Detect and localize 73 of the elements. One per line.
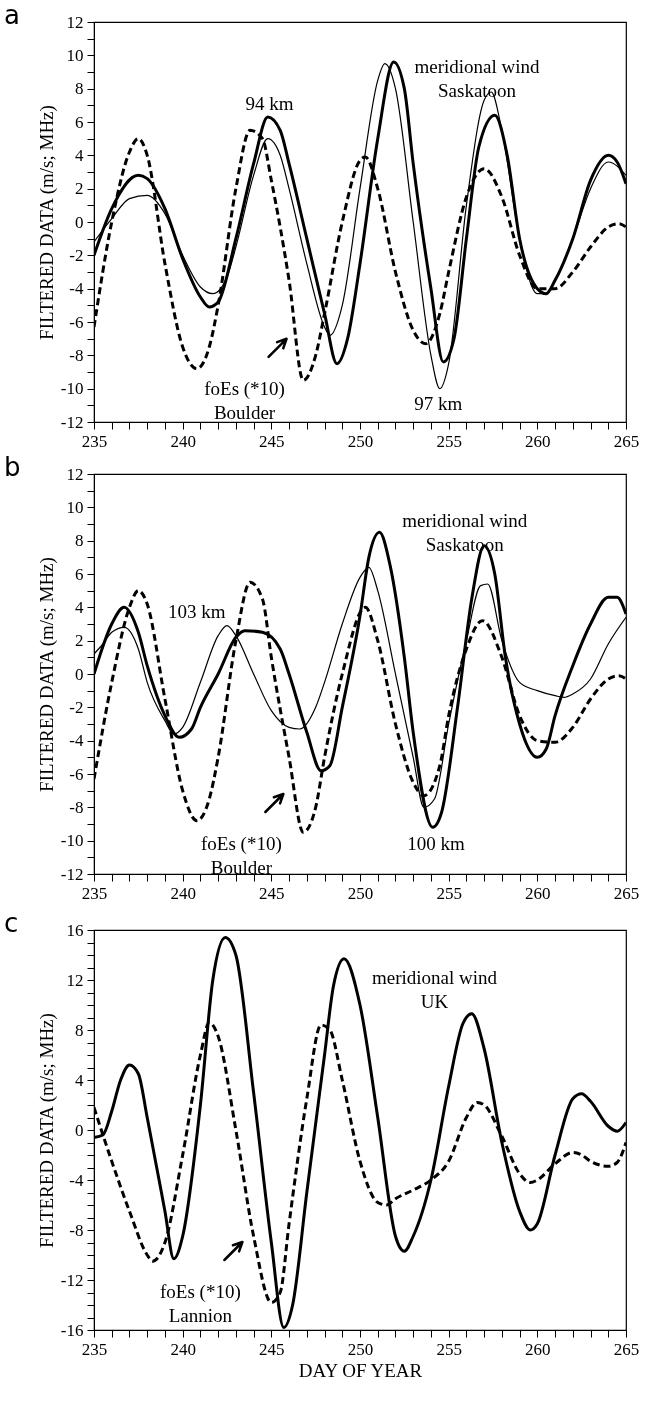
y-tick-label: 2 [75, 631, 84, 651]
y-tick-label: -8 [69, 1220, 84, 1240]
y-tick-label: -4 [69, 731, 84, 751]
y-tick-label: -16 [60, 1320, 84, 1340]
y-tick-label: -4 [69, 279, 84, 299]
y-tick-label: 6 [75, 564, 84, 584]
y-tick-label: 8 [75, 79, 84, 99]
x-tick-label: 265 [613, 883, 640, 903]
y-tick-label: -6 [69, 312, 84, 332]
y-tick-label: 6 [75, 112, 84, 132]
chart-title: a [4, 0, 20, 30]
y-axis-title: FILTERED DATA (m/s; MHz) [35, 557, 58, 792]
x-tick-label: 250 [347, 1339, 374, 1359]
x-tick-label: 235 [81, 883, 108, 903]
y-tick-label: 0 [75, 664, 84, 684]
x-tick-label: 250 [347, 883, 374, 903]
y-tick-label: -8 [69, 797, 84, 817]
x-tick-label: 240 [170, 1339, 196, 1359]
y-axis-title: FILTERED DATA (m/s; MHz) [35, 105, 58, 340]
x-tick-label: 265 [613, 1339, 640, 1359]
annotation: meridional wind Saskatoon [402, 509, 528, 555]
x-axis-title: DAY OF YEAR [298, 1359, 423, 1381]
annotation: meridional wind UK [371, 966, 498, 1012]
y-tick-label: 4 [75, 597, 84, 617]
y-tick-label: 4 [75, 1070, 84, 1090]
chart-title: c [4, 908, 19, 938]
annotation: 100 km [407, 833, 466, 854]
y-tick-label: 16 [66, 920, 84, 940]
y-tick-label: 12 [66, 12, 84, 32]
y-tick-label: 0 [75, 212, 84, 232]
y-tick-label: -6 [69, 764, 84, 784]
y-tick-label: 10 [66, 45, 84, 65]
x-tick-label: 240 [170, 883, 196, 903]
y-tick-label: 10 [66, 497, 84, 517]
x-tick-label: 260 [525, 431, 551, 451]
y-tick-label: -12 [60, 864, 84, 884]
x-tick-label: 260 [525, 1339, 551, 1359]
x-tick-label: 235 [81, 431, 108, 451]
y-axis-title: FILTERED DATA (m/s; MHz) [35, 1013, 58, 1248]
x-tick-label: 255 [436, 883, 462, 903]
y-tick-label: -4 [69, 1170, 84, 1190]
x-tick-label: 240 [170, 431, 196, 451]
y-tick-label: 4 [75, 145, 84, 165]
y-tick-label: -12 [60, 412, 84, 432]
annotation: 94 km [245, 92, 294, 114]
annotation: meridional wind Saskatoon [414, 56, 541, 101]
x-tick-label: 235 [81, 1339, 108, 1359]
y-tick-label: 8 [75, 531, 84, 551]
y-tick-label: 0 [75, 1120, 84, 1140]
y-tick-label: 12 [66, 970, 84, 990]
y-tick-label: 12 [66, 464, 84, 484]
y-tick-label: -2 [69, 697, 84, 717]
annotation: foEs (*10) Lannion [160, 1281, 241, 1326]
y-tick-label: -12 [60, 1270, 84, 1290]
x-tick-label: 250 [347, 431, 374, 451]
x-tick-label: 255 [436, 431, 462, 451]
annotation: foEs (*10) Boulder [204, 377, 285, 423]
y-tick-label: 2 [75, 179, 84, 199]
annotation: 97 km [414, 392, 463, 414]
x-tick-label: 245 [259, 431, 285, 451]
y-tick-label: -10 [60, 379, 84, 399]
x-tick-label: 260 [525, 883, 551, 903]
y-tick-label: 8 [75, 1020, 84, 1040]
annotation: foEs (*10) Boulder [201, 833, 282, 878]
x-tick-label: 245 [259, 883, 285, 903]
chart-title: b [4, 452, 21, 482]
y-tick-label: -2 [69, 245, 84, 265]
y-tick-label: -8 [69, 345, 84, 365]
x-tick-label: 265 [613, 431, 640, 451]
y-tick-label: -10 [60, 831, 84, 851]
x-tick-label: 245 [259, 1339, 285, 1359]
x-tick-label: 255 [436, 1339, 462, 1359]
annotation: 103 km [167, 601, 226, 623]
